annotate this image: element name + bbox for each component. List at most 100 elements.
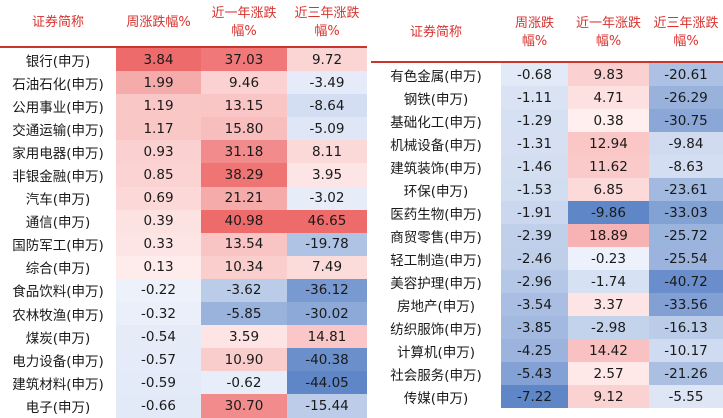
- sector-name: 美容护理(申万): [390, 275, 482, 292]
- weekly-change-cell: 1.99: [116, 71, 201, 95]
- table-row: 非银金融(申万) 0.85 38.29 3.95: [0, 163, 367, 187]
- sector-name: 机械设备(申万): [390, 137, 482, 154]
- sector-name: 纺织服饰(申万): [390, 321, 482, 338]
- left-performance-table: 证券简称 周涨跌幅% 近一年涨跌幅% 近三年涨跌幅% 银行(申万) 3.84 37.…: [0, 0, 367, 418]
- one-year-change-cell: 14.42: [568, 339, 649, 362]
- sector-name: 社会服务(申万): [390, 367, 482, 384]
- right-performance-table: 证券简称 周涨跌幅% 近一年涨跌幅% 近三年涨跌幅% 有色金属(申万) -0.68…: [371, 5, 723, 408]
- weekly-change-cell: 1.19: [116, 94, 201, 118]
- header-weekly: 周涨跌幅%: [116, 0, 201, 48]
- weekly-change-cell: -4.25: [501, 339, 568, 362]
- one-year-change-cell: 13.15: [201, 94, 287, 118]
- sector-name: 商贸零售(申万): [390, 229, 482, 246]
- weekly-change-cell: -5.43: [501, 362, 568, 385]
- sector-name: 家用电器(申万): [12, 145, 104, 162]
- table-row: 环保(申万) -1.53 6.85 -23.61: [371, 178, 723, 201]
- sector-name: 建筑装饰(申万): [390, 160, 482, 177]
- one-year-change-cell: 9.12: [568, 385, 649, 408]
- sector-name: 轻工制造(申万): [390, 252, 482, 269]
- one-year-change-cell: -5.85: [201, 302, 287, 326]
- weekly-change-cell: -0.66: [116, 394, 201, 418]
- three-year-change-cell: -26.29: [649, 86, 723, 109]
- header-three-year-label: 近三年涨跌幅%: [294, 6, 360, 39]
- sector-name: 综合(申万): [25, 261, 91, 278]
- table-row: 机械设备(申万) -1.31 12.94 -9.84: [371, 132, 723, 155]
- one-year-change-cell: 15.80: [201, 117, 287, 141]
- sector-name: 基础化工(申万): [390, 114, 482, 131]
- sector-name: 电子(申万): [25, 399, 91, 416]
- one-year-change-cell: -2.98: [568, 316, 649, 339]
- sector-name: 国防军工(申万): [12, 238, 104, 255]
- weekly-change-cell: -0.54: [116, 325, 201, 349]
- weekly-change-cell: 0.85: [116, 163, 201, 187]
- three-year-change-cell: -25.72: [649, 224, 723, 247]
- right-table-body: 有色金属(申万) -0.68 9.83 -20.61 钢铁(申万) -1.11 4.71 -2…: [371, 62, 723, 408]
- weekly-change-cell: 0.93: [116, 140, 201, 164]
- table-row: 传媒(申万) -7.22 9.12 -5.55: [371, 385, 723, 408]
- one-year-change-cell: 38.29: [201, 163, 287, 187]
- sector-name: 房地产(申万): [396, 298, 476, 315]
- one-year-change-cell: 3.37: [568, 293, 649, 316]
- one-year-change-cell: 9.83: [568, 62, 649, 86]
- table-row: 钢铁(申万) -1.11 4.71 -26.29: [371, 86, 723, 109]
- one-year-change-cell: 2.57: [568, 362, 649, 385]
- three-year-change-cell: -30.75: [649, 109, 723, 132]
- one-year-change-cell: -3.62: [201, 278, 287, 303]
- header-one-year-label: 近一年涨跌幅%: [575, 16, 641, 49]
- three-year-change-cell: -30.02: [287, 302, 367, 326]
- one-year-change-cell: -0.62: [201, 371, 287, 395]
- one-year-change-cell: 40.98: [201, 209, 287, 233]
- three-year-change-cell: -21.26: [649, 362, 723, 385]
- sector-name: 石油石化(申万): [12, 76, 104, 93]
- table-row: 公用事业(申万) 1.19 13.15 -8.64: [0, 94, 367, 118]
- weekly-change-cell: -0.59: [116, 371, 201, 395]
- one-year-change-cell: -0.23: [568, 247, 649, 270]
- table-row: 汽车(申万) 0.69 21.21 -3.02: [0, 186, 367, 210]
- weekly-change-cell: 1.17: [116, 117, 201, 141]
- sector-name: 煤炭(申万): [25, 330, 91, 347]
- weekly-change-cell: -1.31: [501, 132, 568, 155]
- table-row: 医药生物(申万) -1.91 -9.86 -33.03: [371, 201, 723, 224]
- three-year-change-cell: -3.02: [287, 186, 367, 210]
- table-row: 建筑装饰(申万) -1.46 11.62 -8.63: [371, 155, 723, 178]
- three-year-change-cell: 46.65: [287, 209, 367, 233]
- sector-name: 有色金属(申万): [390, 68, 482, 85]
- one-year-change-cell: 9.46: [201, 71, 287, 95]
- table-row: 轻工制造(申万) -2.46 -0.23 -25.54: [371, 247, 723, 270]
- table-row: 通信(申万) 0.39 40.98 46.65: [0, 209, 367, 233]
- sector-name: 环保(申万): [403, 183, 469, 200]
- three-year-change-cell: -5.09: [287, 117, 367, 141]
- table-row: 美容护理(申万) -2.96 -1.74 -40.72: [371, 270, 723, 293]
- sector-name: 建筑材料(申万): [12, 376, 104, 393]
- header-weekly: 周涨跌幅%: [501, 5, 568, 63]
- header-name: 证券简称: [371, 5, 501, 63]
- sector-name: 计算机(申万): [396, 344, 476, 361]
- three-year-change-cell: -8.64: [287, 94, 367, 118]
- weekly-change-cell: -1.29: [501, 109, 568, 132]
- one-year-change-cell: 6.85: [568, 178, 649, 201]
- sector-name: 交通运输(申万): [12, 122, 104, 139]
- sector-name: 医药生物(申万): [390, 206, 482, 223]
- header-three-year: 近三年涨跌幅%: [287, 0, 367, 48]
- table-row: 食品饮料(申万) -0.22 -3.62 -36.12: [0, 278, 367, 303]
- left-header-row: 证券简称 周涨跌幅% 近一年涨跌幅% 近三年涨跌幅%: [0, 0, 367, 48]
- one-year-change-cell: 37.03: [201, 47, 287, 72]
- table-row: 农林牧渔(申万) -0.32 -5.85 -30.02: [0, 302, 367, 326]
- one-year-change-cell: 21.21: [201, 186, 287, 210]
- weekly-change-cell: 0.69: [116, 186, 201, 210]
- sector-name: 公用事业(申万): [12, 99, 104, 116]
- three-year-change-cell: -25.54: [649, 247, 723, 270]
- three-year-change-cell: 3.95: [287, 163, 367, 187]
- table-row: 纺织服饰(申万) -3.85 -2.98 -16.13: [371, 316, 723, 339]
- table-row: 电子(申万) -0.66 30.70 -15.44: [0, 394, 367, 418]
- one-year-change-cell: 13.54: [201, 232, 287, 256]
- header-one-year-label: 近一年涨跌幅%: [211, 6, 277, 39]
- table-row: 房地产(申万) -3.54 3.37 -33.56: [371, 293, 723, 316]
- three-year-change-cell: -19.78: [287, 232, 367, 256]
- weekly-change-cell: 0.13: [116, 255, 201, 279]
- one-year-change-cell: 3.59: [201, 325, 287, 349]
- table-row: 基础化工(申万) -1.29 0.38 -30.75: [371, 109, 723, 132]
- three-year-change-cell: -33.56: [649, 293, 723, 316]
- sector-name: 食品饮料(申万): [12, 284, 104, 301]
- table-row: 国防军工(申万) 0.33 13.54 -19.78: [0, 232, 367, 256]
